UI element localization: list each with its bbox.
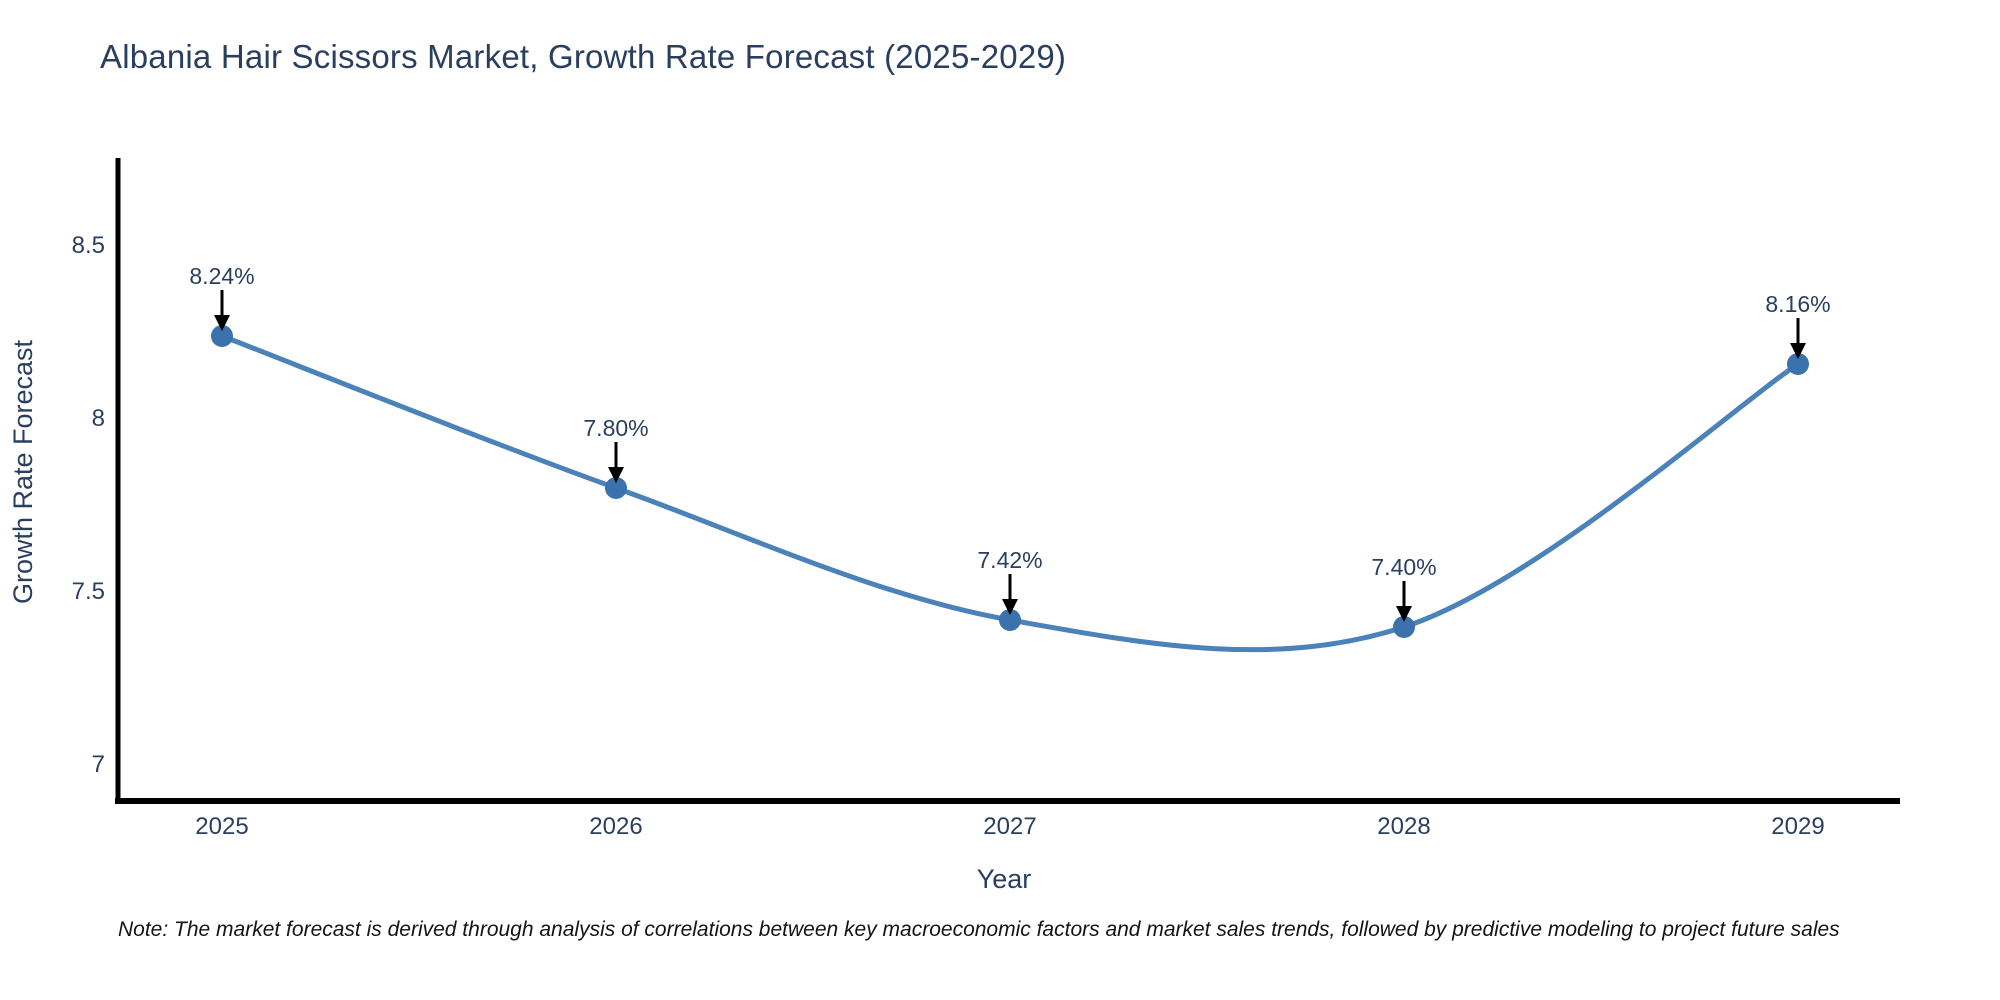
annotation-arrow-2025 (214, 290, 230, 331)
y-tick-7-5: 7.5 (71, 578, 105, 605)
annotation-arrow-2026 (608, 442, 624, 483)
annotation-label-2027: 7.42% (977, 547, 1043, 573)
y-tick-8: 8 (91, 405, 105, 432)
footnote: Note: The market forecast is derived thr… (118, 918, 1840, 941)
x-tick-2027: 2027 (983, 813, 1037, 840)
x-axis-title: Year (976, 864, 1032, 894)
x-tick-2029: 2029 (1771, 813, 1825, 840)
x-tick-2025: 2025 (195, 813, 249, 840)
y-axis-title: Growth Rate Forecast (8, 339, 38, 605)
x-tick-2028: 2028 (1377, 813, 1431, 840)
annotation-label-2028: 7.40% (1371, 554, 1437, 580)
y-tick-8-5: 8.5 (71, 232, 105, 259)
annotation-arrow-2028 (1396, 581, 1412, 622)
data-point-2025[interactable] (211, 325, 233, 347)
data-point-2029[interactable] (1787, 353, 1809, 375)
annotation-arrow-2029 (1790, 318, 1806, 359)
annotation-arrow-2027 (1002, 574, 1018, 615)
data-point-2026[interactable] (605, 477, 627, 499)
annotation-label-2025: 8.24% (189, 263, 255, 289)
chart-title: Albania Hair Scissors Market, Growth Rat… (100, 38, 1067, 75)
annotation-label-2029: 8.16% (1765, 291, 1831, 317)
annotation-label-2026: 7.80% (583, 415, 649, 441)
data-point-2027[interactable] (999, 609, 1021, 631)
x-tick-2026: 2026 (589, 813, 643, 840)
data-point-2028[interactable] (1393, 616, 1415, 638)
y-tick-7: 7 (91, 751, 105, 778)
